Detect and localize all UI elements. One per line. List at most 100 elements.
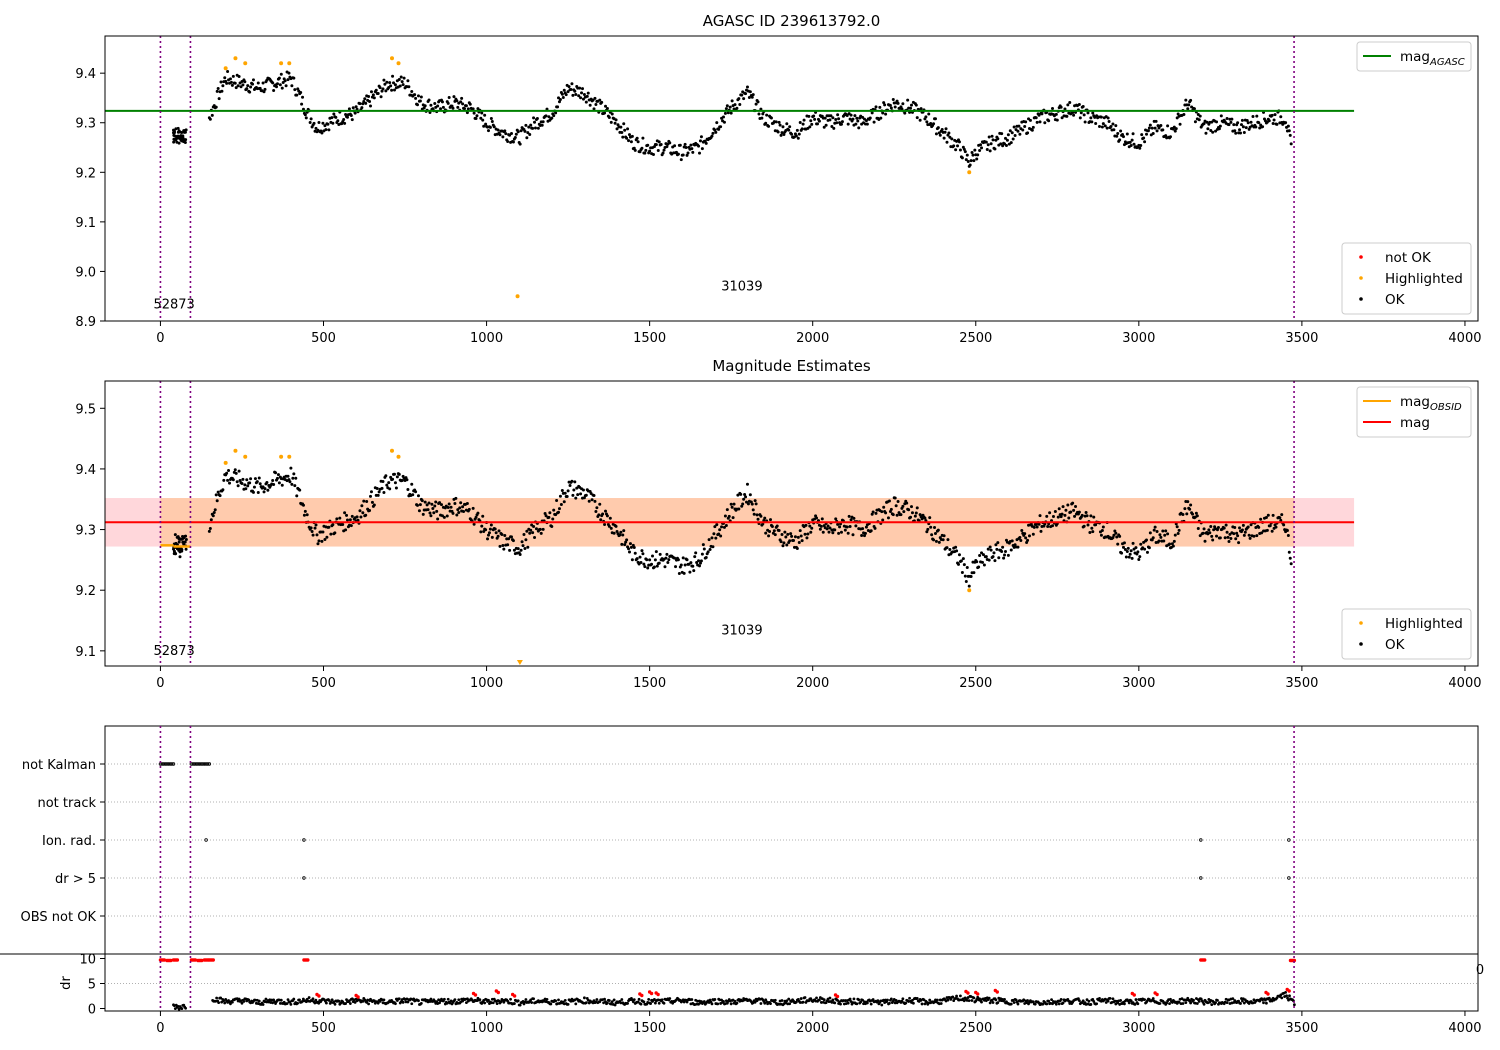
dr-point [524, 998, 528, 1001]
dr-point [1169, 997, 1172, 1001]
ok-point [251, 490, 255, 494]
ok-point [1060, 116, 1064, 120]
ok-point [972, 159, 976, 163]
ok-point [580, 87, 584, 91]
dr-point [920, 1002, 924, 1006]
ok-point [555, 499, 559, 503]
ok-point [423, 500, 427, 504]
dr-point [803, 996, 807, 999]
ok-point [488, 527, 492, 531]
ok-point [605, 514, 609, 518]
ok-point [452, 95, 456, 99]
ok-point [1208, 531, 1212, 535]
highlighted-point [967, 588, 972, 593]
ok-point [213, 508, 217, 512]
ok-point [893, 105, 897, 109]
ok-point [661, 151, 665, 155]
ok-point [1255, 534, 1259, 538]
ok-point [1173, 129, 1177, 133]
ok-point [731, 516, 735, 520]
ok-point [1225, 116, 1229, 120]
ok-point [1118, 534, 1122, 538]
ok-point [1161, 529, 1165, 533]
ok-point [514, 132, 518, 136]
ok-point [689, 561, 693, 565]
ok-point [372, 96, 376, 100]
ok-point [1072, 508, 1076, 512]
dr-point [722, 999, 725, 1003]
ok-point [1229, 536, 1233, 540]
dr-point [1192, 998, 1195, 1002]
ok-point [767, 124, 771, 128]
dr-clipped-tick-label: 0 [1476, 963, 1484, 978]
legend-label-sub: OBSID [1430, 402, 1462, 413]
ok-point [172, 131, 176, 135]
x-tick-label: 4000 [1448, 331, 1481, 346]
ok-point [519, 548, 523, 552]
flag-marker [170, 762, 174, 766]
dr-high-point [995, 990, 999, 994]
ok-point [1261, 125, 1265, 129]
ok-point [952, 144, 956, 148]
ok-point [474, 116, 478, 120]
ok-point [1189, 98, 1193, 102]
ok-point [397, 472, 401, 476]
ok-point [1244, 126, 1248, 130]
ok-point [385, 80, 389, 84]
ok-point [402, 76, 406, 80]
ok-point [475, 114, 479, 118]
plot-area [105, 36, 1355, 321]
ok-point [874, 511, 878, 515]
ok-point [1184, 98, 1188, 102]
ok-point [523, 547, 527, 551]
ok-point [840, 120, 844, 124]
ok-point [508, 133, 512, 137]
ok-point [755, 513, 759, 517]
legend-label-main: OK [1385, 637, 1406, 653]
ok-point [359, 515, 363, 519]
dr-point [1225, 1001, 1229, 1005]
ok-point [510, 535, 514, 539]
dr-point [994, 998, 998, 1002]
ok-point [231, 74, 235, 78]
ok-point [992, 551, 996, 555]
ok-point [309, 526, 313, 530]
ok-point [1016, 129, 1020, 133]
ok-point [419, 95, 423, 99]
ok-point [895, 99, 899, 103]
ok-point [674, 565, 678, 569]
ok-point [693, 555, 697, 559]
ok-point [1171, 544, 1175, 548]
dr-point [662, 1001, 666, 1005]
ok-point [1079, 111, 1083, 115]
ok-point [1113, 529, 1117, 533]
ok-point [1189, 503, 1193, 507]
dr-high-point [162, 958, 167, 962]
ok-point [1234, 131, 1238, 135]
ok-point [461, 505, 465, 509]
ok-point [1143, 140, 1147, 144]
dr-point [852, 997, 856, 1001]
ok-point [258, 482, 262, 486]
dr-point [639, 1002, 643, 1006]
ok-point [1230, 117, 1234, 121]
ok-point [905, 501, 909, 505]
ok-point [937, 540, 941, 544]
highlighted-point [396, 454, 401, 459]
dr-point [518, 1003, 522, 1007]
dr-high-point [211, 958, 215, 962]
dr-point [1280, 996, 1284, 1000]
ok-point [547, 515, 551, 519]
dr-point [880, 1003, 884, 1007]
flag-marker [192, 762, 197, 766]
ok-point [531, 531, 535, 535]
ok-point [1059, 105, 1063, 109]
dr-point [461, 999, 464, 1003]
ok-point [748, 90, 752, 94]
ok-point [277, 481, 281, 485]
dr-point [991, 1001, 995, 1004]
ok-point [360, 106, 364, 110]
ok-point [361, 511, 365, 515]
ok-point [831, 116, 835, 120]
ok-point [745, 482, 749, 486]
